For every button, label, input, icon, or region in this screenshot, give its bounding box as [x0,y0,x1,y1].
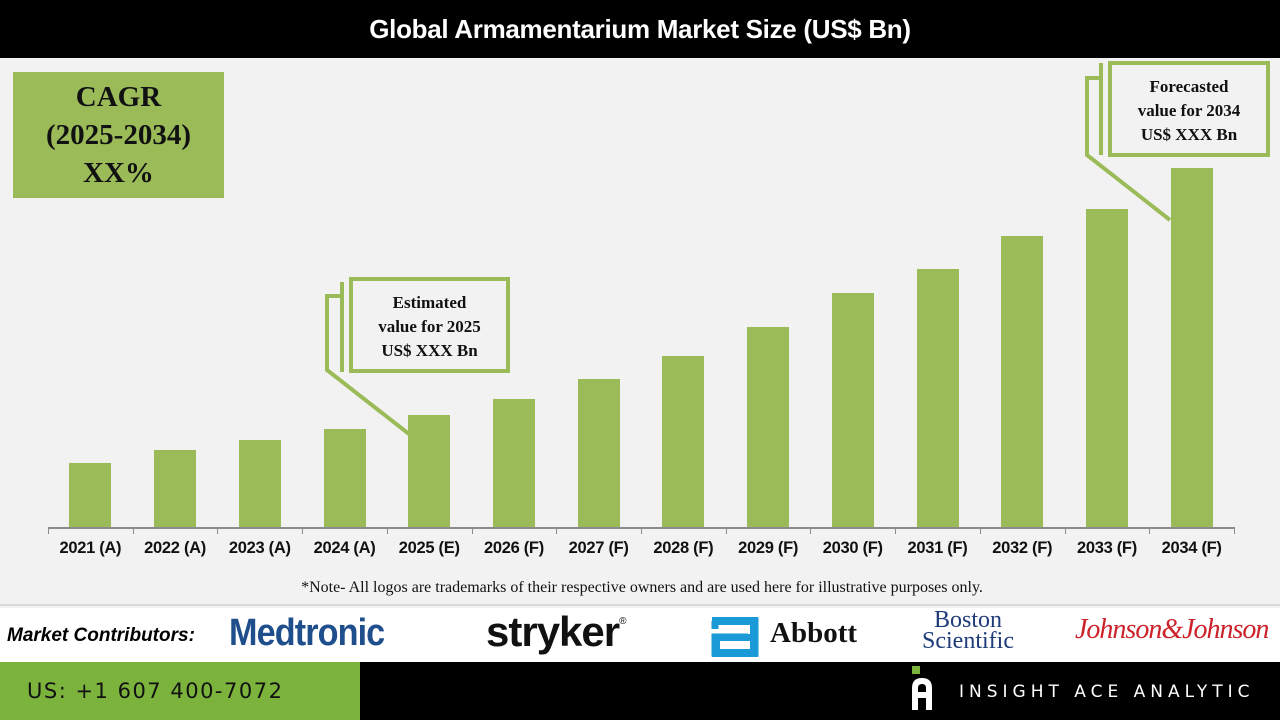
abbott-logo: Abbott [770,617,858,649]
bar-2030 [831,293,874,527]
x-axis-tick [48,527,49,534]
x-axis-label: 2025 (E) [398,539,460,557]
x-axis-tick [386,527,388,534]
estimated-line1: Estimated [392,293,467,312]
bar-2028 [662,356,705,527]
bar-2027 [577,379,620,527]
stryker-logo: stryker® [486,608,627,656]
x-axis-label: 2032 (F) [992,539,1053,557]
trademark-note: *Note- All logos are trademarks of their… [301,579,983,596]
x-axis-tick [810,527,812,534]
x-axis-label: 2027 (F) [568,539,629,557]
cagr-label: CAGR [75,81,162,113]
cagr-box: CAGR (2025-2034) XX% [13,72,224,198]
medtronic-logo: Medtronic [229,612,385,654]
cagr-period: (2025-2034) [46,119,191,151]
x-axis-tick [132,527,134,534]
x-axis-tick [302,527,304,534]
forecasted-line3: US$ XXX Bn [1140,125,1238,144]
boston-scientific-logo: Boston Scientific [922,607,1014,654]
x-axis-tick [217,527,219,534]
x-axis-label: 2021 (A) [59,539,122,557]
x-axis-label: 2023 (A) [228,539,291,557]
x-axis-label: 2029 (F) [738,539,799,557]
contributors-band [0,608,1280,662]
x-axis-tick [979,527,981,534]
forecasted-line1: Forecasted [1149,77,1229,96]
footer-brand-band [360,662,1280,720]
x-axis-label: 2028 (F) [653,539,714,557]
brand-name: INSIGHT ACE ANALYTIC [959,682,1255,702]
estimated-line3: US$ XXX Bn [381,341,478,360]
bar-2023 [238,440,281,527]
x-axis-tick [725,527,727,534]
estimated-callout: Estimated value for 2025 US$ XXX Bn [349,277,510,373]
cagr-value: XX% [83,157,154,189]
forecasted-line2: value for 2034 [1137,101,1241,120]
x-axis-label: 2024 (A) [313,539,376,557]
estimated-line2: value for 2025 [378,317,481,336]
bar-2022 [154,450,197,527]
bar-2034 [1170,168,1213,527]
x-axis-label: 2030 (F) [822,539,883,557]
bar-2033 [1085,209,1128,527]
phone-number: US: +1 607 400-7072 [0,662,360,720]
johnson-johnson-logo: Johnson&Johnson [1075,614,1269,645]
insight-ace-logo-icon [912,666,932,710]
x-axis-label: 2033 (F) [1076,539,1137,557]
x-axis-tick [1149,527,1151,534]
bar-2029 [747,327,790,527]
x-axis-label: 2031 (F) [907,539,968,557]
boston-word: Boston [933,607,1002,633]
bar-2032 [1001,236,1044,527]
bar-2031 [916,269,959,527]
chart-title: Global Armamentarium Market Size (US$ Bn… [0,0,1280,58]
x-axis-label: 2022 (A) [144,539,206,557]
scientific-word: Scientific [922,628,1014,654]
bar-2026 [492,399,535,527]
x-axis-tick [641,527,642,534]
registered-mark: ® [619,616,626,627]
stryker-wordmark: stryker [486,608,620,655]
bar-2025 [408,415,451,527]
bar-2021 [69,463,112,527]
x-axis-tick [471,527,473,534]
x-axis-label: 2034 (F) [1161,539,1222,557]
contributors-label: Market Contributors: [7,625,195,646]
x-axis-tick [1064,527,1066,534]
bar-plot [48,60,1234,527]
forecasted-callout: Forecasted value for 2034 US$ XXX Bn [1108,61,1270,157]
x-axis-tick [556,527,558,534]
x-axis-label: 2026 (F) [483,539,544,557]
bar-2024 [323,429,366,527]
x-axis-tick [895,527,897,534]
x-axis-tick [1234,527,1235,534]
abbott-icon [711,617,759,657]
